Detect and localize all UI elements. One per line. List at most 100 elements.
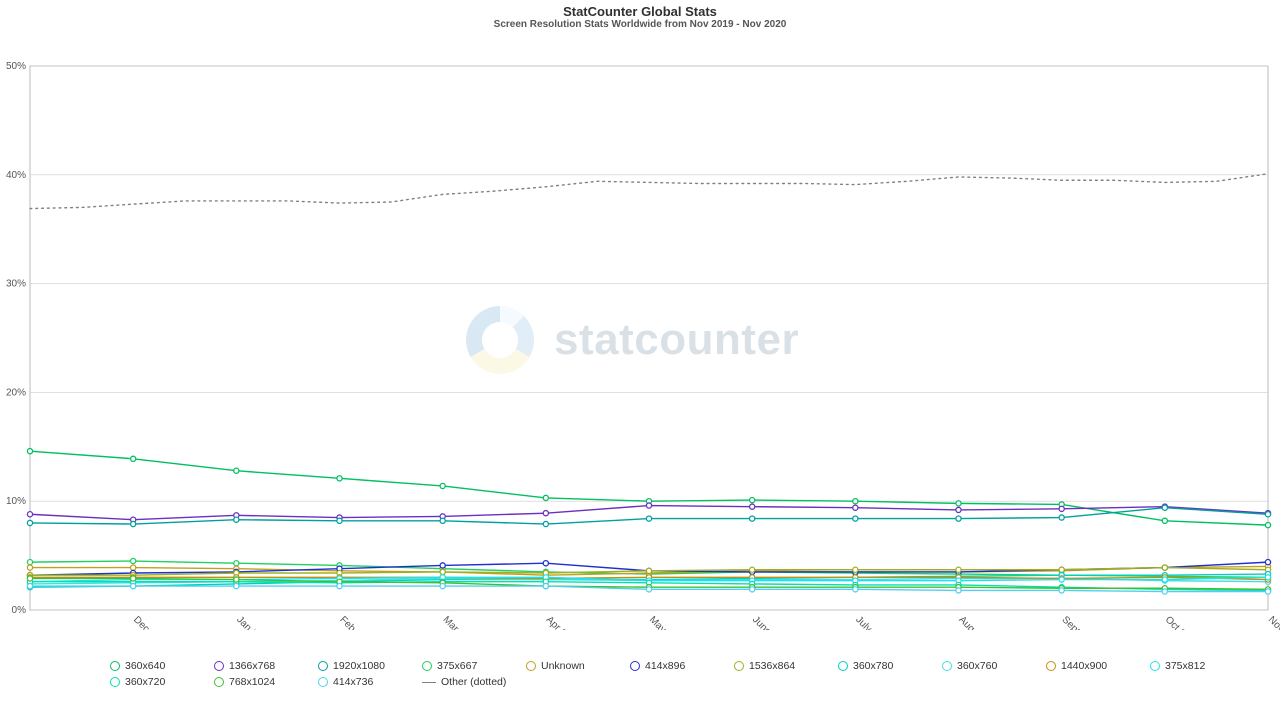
legend-swatch-icon — [422, 682, 436, 683]
series-marker — [27, 576, 32, 581]
series-marker — [440, 518, 445, 523]
svg-text:0%: 0% — [12, 605, 27, 616]
svg-text:50%: 50% — [6, 61, 26, 72]
series-marker — [131, 456, 136, 461]
chart-title: StatCounter Global Stats — [0, 0, 1280, 19]
legend-item: 414x896 — [630, 660, 716, 672]
legend-label: 360x720 — [125, 676, 165, 688]
x-axis-label: Sept 2020 — [1060, 614, 1100, 630]
legend-label: 1920x1080 — [333, 660, 385, 672]
series-marker — [1162, 505, 1167, 510]
series-marker — [956, 588, 961, 593]
legend-item: 375x667 — [422, 660, 508, 672]
series-marker — [1265, 560, 1270, 565]
legend-swatch-icon — [526, 661, 536, 671]
legend-label: Unknown — [541, 660, 585, 672]
legend-item: 1366x768 — [214, 660, 300, 672]
series-marker — [337, 476, 342, 481]
series-other-dotted — [30, 174, 1268, 209]
series-marker — [1059, 515, 1064, 520]
legend-swatch-icon — [942, 661, 952, 671]
legend-item: 1440x900 — [1046, 660, 1132, 672]
x-axis-label: Apr 2020 — [544, 614, 581, 630]
chart-container: StatCounter Global Stats Screen Resoluti… — [0, 0, 1280, 720]
legend-label: 414x896 — [645, 660, 685, 672]
series-line — [30, 451, 1268, 525]
series-marker — [337, 583, 342, 588]
series-marker — [543, 511, 548, 516]
series-marker — [27, 449, 32, 454]
legend-label: Other (dotted) — [441, 676, 506, 688]
series-marker — [234, 517, 239, 522]
series-marker — [440, 583, 445, 588]
series-marker — [853, 516, 858, 521]
x-axis-label: Jan 2020 — [234, 614, 271, 630]
svg-text:10%: 10% — [6, 496, 26, 507]
legend-swatch-icon — [630, 661, 640, 671]
legend-swatch-icon — [318, 661, 328, 671]
series-marker — [1162, 589, 1167, 594]
legend-item: 1920x1080 — [318, 660, 404, 672]
series-marker — [750, 567, 755, 572]
series-marker — [646, 568, 651, 573]
series-marker — [646, 587, 651, 592]
legend-label: 360x760 — [957, 660, 997, 672]
legend-item: 375x812 — [1150, 660, 1236, 672]
legend-swatch-icon — [1046, 661, 1056, 671]
series-marker — [131, 558, 136, 563]
legend-item: 360x720 — [110, 676, 196, 688]
x-axis-label: Feb 2020 — [337, 614, 375, 630]
x-axis-label: Nov 2020 — [1266, 614, 1280, 630]
legend-swatch-icon — [1150, 661, 1160, 671]
x-axis-label: May 2020 — [647, 614, 686, 630]
legend-item: 360x760 — [942, 660, 1028, 672]
series-marker — [27, 583, 32, 588]
legend-label: 375x812 — [1165, 660, 1205, 672]
series-marker — [543, 583, 548, 588]
chart-subtitle: Screen Resolution Stats Worldwide from N… — [0, 19, 1280, 30]
series-marker — [1162, 565, 1167, 570]
series-marker — [337, 518, 342, 523]
series-marker — [440, 569, 445, 574]
series-marker — [1265, 523, 1270, 528]
series-marker — [27, 560, 32, 565]
legend-label: 375x667 — [437, 660, 477, 672]
legend-item: 768x1024 — [214, 676, 300, 688]
legend-item: 360x780 — [838, 660, 924, 672]
series-marker — [234, 561, 239, 566]
series-marker — [543, 495, 548, 500]
series-marker — [1059, 577, 1064, 582]
series-marker — [750, 587, 755, 592]
series-marker — [1265, 575, 1270, 580]
legend-item: 360x640 — [110, 660, 196, 672]
series-marker — [1059, 567, 1064, 572]
series-marker — [853, 587, 858, 592]
series-marker — [750, 516, 755, 521]
series-marker — [131, 576, 136, 581]
x-axis-label: Aug 2020 — [956, 614, 994, 630]
legend-label: 360x640 — [125, 660, 165, 672]
series-marker — [543, 561, 548, 566]
x-axis-label: Dec 2019 — [131, 614, 169, 630]
series-marker — [1059, 506, 1064, 511]
legend-item: Other (dotted) — [422, 676, 508, 688]
series-marker — [440, 563, 445, 568]
series-marker — [750, 504, 755, 509]
legend: 360x640 1366x768 1920x1080 375x667 Unknown 41… — [110, 660, 1260, 688]
series-marker — [956, 567, 961, 572]
series-marker — [27, 520, 32, 525]
legend-swatch-icon — [110, 677, 120, 687]
svg-text:30%: 30% — [6, 279, 26, 290]
svg-text:40%: 40% — [6, 170, 26, 181]
legend-swatch-icon — [838, 661, 848, 671]
series-marker — [131, 521, 136, 526]
series-marker — [131, 565, 136, 570]
legend-swatch-icon — [318, 677, 328, 687]
series-marker — [1162, 577, 1167, 582]
x-axis-label: July 2020 — [853, 614, 891, 630]
legend-swatch-icon — [214, 661, 224, 671]
series-marker — [440, 483, 445, 488]
legend-swatch-icon — [734, 661, 744, 671]
legend-swatch-icon — [110, 661, 120, 671]
series-marker — [131, 583, 136, 588]
